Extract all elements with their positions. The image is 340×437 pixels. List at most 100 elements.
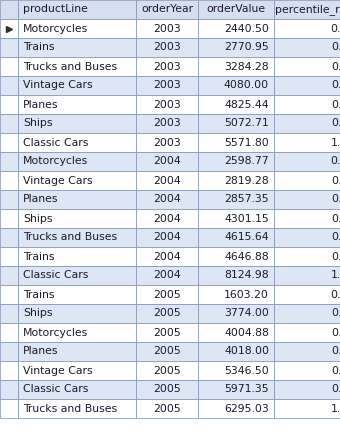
Text: Planes: Planes bbox=[23, 194, 58, 205]
Text: 2004: 2004 bbox=[153, 194, 181, 205]
Bar bbox=[198, 38, 274, 57]
Bar bbox=[18, 399, 136, 418]
Text: 4080.00: 4080.00 bbox=[224, 80, 269, 90]
Bar bbox=[274, 380, 340, 399]
Bar bbox=[198, 342, 274, 361]
Text: Trucks and Buses: Trucks and Buses bbox=[23, 232, 117, 243]
Text: 0.00: 0.00 bbox=[330, 156, 340, 166]
Text: 2770.95: 2770.95 bbox=[224, 42, 269, 52]
Bar bbox=[198, 19, 274, 38]
Text: 0.33: 0.33 bbox=[331, 327, 340, 337]
Text: 2598.77: 2598.77 bbox=[224, 156, 269, 166]
Bar bbox=[274, 38, 340, 57]
Bar bbox=[0, 19, 18, 38]
Text: 4825.44: 4825.44 bbox=[224, 100, 269, 110]
Text: 2005: 2005 bbox=[153, 385, 181, 395]
Text: 1603.20: 1603.20 bbox=[224, 289, 269, 299]
Text: 5072.71: 5072.71 bbox=[224, 118, 269, 128]
Text: 2004: 2004 bbox=[153, 252, 181, 261]
Bar bbox=[18, 209, 136, 228]
Bar bbox=[198, 133, 274, 152]
Bar bbox=[274, 152, 340, 171]
Text: 2005: 2005 bbox=[153, 403, 181, 413]
Text: 2005: 2005 bbox=[153, 289, 181, 299]
Text: 5346.50: 5346.50 bbox=[224, 365, 269, 375]
Bar bbox=[136, 57, 198, 76]
Bar bbox=[274, 171, 340, 190]
Text: 2003: 2003 bbox=[153, 62, 181, 72]
Text: 5571.80: 5571.80 bbox=[224, 138, 269, 148]
Text: orderValue: orderValue bbox=[206, 4, 266, 14]
Bar bbox=[136, 361, 198, 380]
Bar bbox=[274, 247, 340, 266]
Text: 4018.00: 4018.00 bbox=[224, 347, 269, 357]
Text: 2003: 2003 bbox=[153, 24, 181, 34]
Text: 0.33: 0.33 bbox=[331, 62, 340, 72]
Bar bbox=[0, 57, 18, 76]
Text: Vintage Cars: Vintage Cars bbox=[23, 365, 92, 375]
Bar bbox=[136, 304, 198, 323]
Text: 1.00: 1.00 bbox=[331, 271, 340, 281]
Bar bbox=[0, 361, 18, 380]
Text: percentile_rank: percentile_rank bbox=[275, 4, 340, 15]
Bar bbox=[18, 171, 136, 190]
Bar bbox=[18, 38, 136, 57]
Text: Ships: Ships bbox=[23, 309, 52, 319]
Text: 0.67: 0.67 bbox=[331, 100, 340, 110]
Bar bbox=[136, 399, 198, 418]
Text: 2857.35: 2857.35 bbox=[224, 194, 269, 205]
Text: 8124.98: 8124.98 bbox=[224, 271, 269, 281]
Bar bbox=[0, 190, 18, 209]
Bar bbox=[136, 380, 198, 399]
Bar bbox=[0, 0, 18, 19]
Text: 2004: 2004 bbox=[153, 156, 181, 166]
Bar bbox=[0, 247, 18, 266]
Text: 0.67: 0.67 bbox=[331, 232, 340, 243]
Bar bbox=[136, 38, 198, 57]
Text: 0.67: 0.67 bbox=[331, 365, 340, 375]
Bar bbox=[0, 285, 18, 304]
Text: 0.83: 0.83 bbox=[331, 385, 340, 395]
Bar bbox=[274, 361, 340, 380]
Text: Vintage Cars: Vintage Cars bbox=[23, 80, 92, 90]
Bar bbox=[136, 247, 198, 266]
Bar bbox=[18, 342, 136, 361]
Bar bbox=[136, 285, 198, 304]
Text: 0.17: 0.17 bbox=[331, 309, 340, 319]
Bar bbox=[18, 361, 136, 380]
Bar bbox=[274, 399, 340, 418]
Bar bbox=[274, 342, 340, 361]
Bar bbox=[0, 38, 18, 57]
Text: 0.83: 0.83 bbox=[331, 118, 340, 128]
Text: 3774.00: 3774.00 bbox=[224, 309, 269, 319]
Text: 0.50: 0.50 bbox=[331, 214, 340, 223]
Text: productLine: productLine bbox=[23, 4, 88, 14]
Text: 0.17: 0.17 bbox=[331, 42, 340, 52]
Bar bbox=[136, 228, 198, 247]
Bar bbox=[274, 266, 340, 285]
Bar bbox=[274, 209, 340, 228]
Text: 2819.28: 2819.28 bbox=[224, 176, 269, 185]
Text: 0.50: 0.50 bbox=[331, 80, 340, 90]
Bar bbox=[198, 95, 274, 114]
Text: 2005: 2005 bbox=[153, 327, 181, 337]
Bar bbox=[0, 95, 18, 114]
Text: Motorcycles: Motorcycles bbox=[23, 327, 88, 337]
Bar bbox=[18, 0, 136, 19]
Text: Trains: Trains bbox=[23, 289, 54, 299]
Bar bbox=[0, 76, 18, 95]
Bar bbox=[198, 0, 274, 19]
Text: 2005: 2005 bbox=[153, 347, 181, 357]
Bar bbox=[136, 152, 198, 171]
Bar bbox=[0, 399, 18, 418]
Text: 1.00: 1.00 bbox=[331, 138, 340, 148]
Bar bbox=[198, 323, 274, 342]
Bar bbox=[136, 342, 198, 361]
Bar bbox=[0, 114, 18, 133]
Bar bbox=[274, 285, 340, 304]
Bar bbox=[0, 228, 18, 247]
Text: Motorcycles: Motorcycles bbox=[23, 24, 88, 34]
Text: 6295.03: 6295.03 bbox=[224, 403, 269, 413]
Bar bbox=[0, 152, 18, 171]
Bar bbox=[136, 171, 198, 190]
